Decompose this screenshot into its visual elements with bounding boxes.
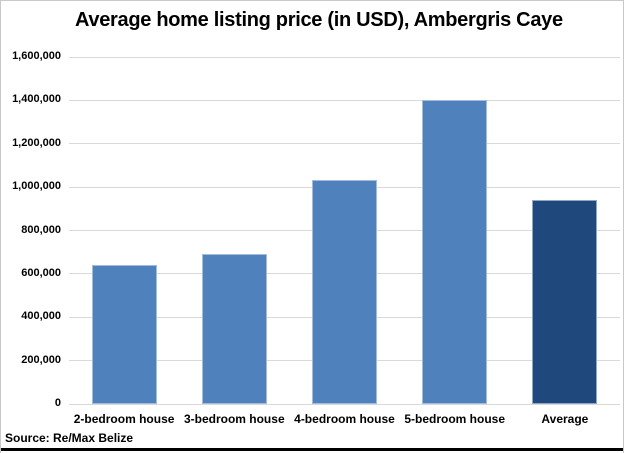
ytick-label-1200000: 1,200,000	[12, 136, 61, 149]
bar-average	[532, 200, 598, 404]
bar-3-bedroom-house	[201, 254, 267, 404]
bar-5-bedroom-house	[422, 100, 488, 404]
source-note: Source: Re/Max Belize	[5, 431, 134, 445]
xtick-label-3-bedroom-house: 3-bedroom house	[183, 412, 285, 426]
plot-area	[69, 56, 620, 405]
chart-title: Average home listing price (in USD), Amb…	[75, 9, 563, 31]
ytick-label-1000000: 1,000,000	[12, 180, 61, 193]
gridline-1400000	[69, 99, 620, 101]
bottom-rule	[1, 448, 623, 451]
bar-4-bedroom-house	[312, 180, 377, 404]
ytick-label-600000: 600,000	[21, 266, 61, 279]
xtick-label-5-bedroom-house: 5-bedroom house	[404, 412, 506, 426]
gridline-1600000	[69, 56, 620, 58]
ytick-label-1400000: 1,400,000	[12, 93, 61, 106]
ytick-label-200000: 200,000	[21, 353, 61, 366]
gridline-1200000	[69, 143, 620, 145]
xtick-label-4-bedroom-house: 4-bedroom house	[294, 412, 395, 426]
ytick-label-800000: 800,000	[21, 223, 61, 236]
xtick-label-average: Average	[541, 412, 589, 426]
xtick-label-2-bedroom-house: 2-bedroom house	[73, 412, 175, 426]
ytick-label-1600000: 1,600,000	[12, 50, 61, 62]
bar-2-bedroom-house	[91, 265, 157, 404]
ytick-label-400000: 400,000	[21, 310, 61, 323]
ytick-label-0: 0	[54, 397, 61, 409]
gridline-0	[69, 403, 620, 405]
